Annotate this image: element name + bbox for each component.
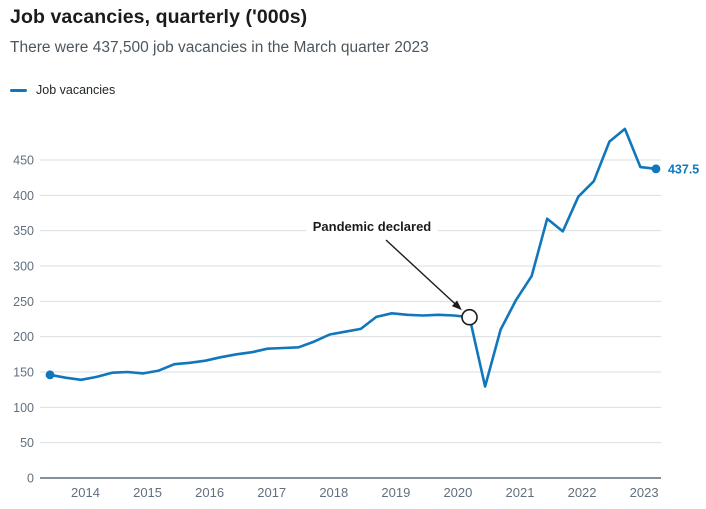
y-axis-tick-label: 250 bbox=[13, 295, 34, 309]
y-axis-tick-label: 0 bbox=[27, 472, 34, 486]
chart-title: Job vacancies, quarterly ('000s) bbox=[10, 6, 308, 28]
latest-value-label: 437.5 bbox=[668, 162, 699, 176]
series-end-dot bbox=[651, 164, 661, 174]
x-axis-tick-label: 2019 bbox=[381, 485, 410, 500]
y-axis-tick-label: 150 bbox=[13, 366, 34, 380]
x-axis-tick-label: 2022 bbox=[568, 485, 597, 500]
annotation-text: Pandemic declared bbox=[313, 219, 432, 234]
annotation-arrowhead-icon bbox=[451, 300, 462, 311]
x-axis-tick-label: 2016 bbox=[195, 485, 224, 500]
x-axis-tick-label: 2020 bbox=[443, 485, 472, 500]
x-axis-tick-label: 2023 bbox=[630, 485, 659, 500]
y-axis-tick-label: 350 bbox=[13, 224, 34, 238]
x-axis-tick-label: 2018 bbox=[319, 485, 348, 500]
y-axis-tick-label: 50 bbox=[20, 436, 34, 450]
annotation-text-backdrop bbox=[306, 217, 438, 235]
x-axis-tick-label: 2017 bbox=[257, 485, 286, 500]
legend-item-label: Job vacancies bbox=[36, 83, 116, 97]
chart-subtitle: There were 437,500 job vacancies in the … bbox=[10, 39, 429, 56]
x-axis-tick-label: 2015 bbox=[133, 485, 162, 500]
x-axis-tick-label: 2021 bbox=[506, 485, 535, 500]
annotation-arrow bbox=[385, 239, 458, 307]
job-vacancies-line-chart[interactable]: 0 50 100 150 200 250 300 350 400 450 2014 2015 2016 2… bbox=[0, 109, 706, 509]
pandemic-point-circle bbox=[461, 308, 478, 326]
legend-line-swatch-icon bbox=[10, 88, 27, 92]
job-vacancies-series-line[interactable] bbox=[48, 127, 658, 388]
y-axis-tick-label: 400 bbox=[13, 189, 34, 203]
y-axis-tick-label: 450 bbox=[13, 154, 34, 168]
series-start-dot bbox=[45, 370, 55, 380]
y-axis-tick-label: 100 bbox=[13, 401, 34, 415]
y-axis-tick-label: 200 bbox=[13, 330, 34, 344]
y-axis-tick-label: 300 bbox=[13, 260, 34, 274]
chart-legend: Job vacancies bbox=[10, 83, 115, 97]
x-axis-tick-label: 2014 bbox=[71, 485, 100, 500]
